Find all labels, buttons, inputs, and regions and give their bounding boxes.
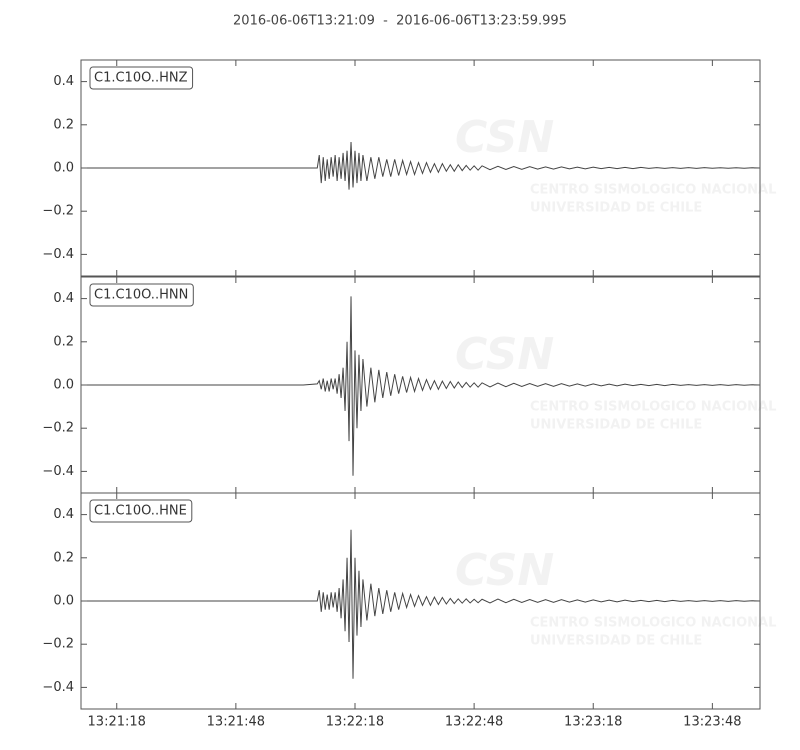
legend: C1.C10O..HNE: [89, 499, 193, 523]
x-tick-label: 13:23:18: [564, 715, 622, 730]
x-tick-label: 13:21:48: [207, 715, 265, 730]
waveform: [81, 296, 761, 476]
watermark: CENTRO SISMOLOGICO NACIONAL: [530, 400, 776, 415]
y-tick-label: 0.0: [53, 378, 74, 393]
watermark: CSN: [455, 329, 554, 380]
y-tick-label: −0.4: [42, 464, 74, 479]
chart-title: 2016-06-06T13:21:09 - 2016-06-06T13:23:5…: [233, 14, 567, 29]
y-tick-label: −0.2: [42, 421, 74, 436]
waveform: [81, 142, 761, 190]
watermark: CSN: [455, 112, 554, 163]
y-tick-label: −0.2: [42, 204, 74, 219]
y-tick-label: 0.4: [53, 291, 74, 306]
x-tick-label: 13:22:48: [445, 715, 503, 730]
watermark: CENTRO SISMOLOGICO NACIONAL: [530, 183, 776, 198]
waveform: [81, 529, 761, 679]
watermark: UNIVERSIDAD DE CHILE: [530, 634, 702, 649]
x-tick-label: 13:21:18: [88, 715, 146, 730]
legend: C1.C10O..HNN: [89, 283, 194, 307]
legend-box: [89, 283, 194, 307]
y-tick-label: 0.0: [53, 161, 74, 176]
y-tick-label: −0.4: [42, 680, 74, 695]
x-tick-label: 13:23:48: [683, 715, 741, 730]
legend-label: C1.C10O..HNZ: [94, 71, 188, 86]
y-tick-label: 0.2: [53, 334, 74, 349]
y-tick-label: −0.2: [42, 637, 74, 652]
y-tick-label: 0.0: [53, 594, 74, 609]
watermark: UNIVERSIDAD DE CHILE: [530, 418, 702, 433]
y-tick-label: −0.4: [42, 247, 74, 262]
y-tick-label: 0.4: [53, 74, 74, 89]
legend-box: [89, 499, 193, 523]
x-tick-label: 13:22:18: [326, 715, 384, 730]
y-tick-label: 0.4: [53, 507, 74, 522]
watermark: CSN: [455, 545, 554, 596]
watermark: CENTRO SISMOLOGICO NACIONAL: [530, 616, 776, 631]
legend-label: C1.C10O..HNN: [94, 288, 188, 303]
legend: C1.C10O..HNZ: [89, 66, 194, 90]
legend-box: [89, 66, 194, 90]
watermark: UNIVERSIDAD DE CHILE: [530, 201, 702, 216]
legend-label: C1.C10O..HNE: [94, 504, 187, 519]
y-tick-label: 0.2: [53, 550, 74, 565]
y-tick-label: 0.2: [53, 117, 74, 132]
